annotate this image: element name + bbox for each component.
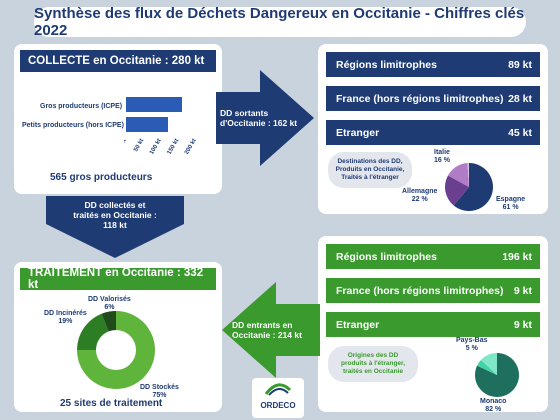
- sortants-pie: [445, 163, 493, 211]
- tick-label: 100 kt: [149, 138, 163, 154]
- pie-label-italie: Italie 16 %: [434, 149, 450, 164]
- donut-label-stockes: DD Stockés 75%: [140, 384, 179, 399]
- bar-0: [126, 97, 182, 112]
- slice-1: [477, 359, 497, 375]
- row-label: Etranger: [336, 318, 380, 331]
- tick-label: 0 kt: [124, 138, 128, 150]
- arrow-collectes: [46, 196, 184, 258]
- sortants-row-etranger: Etranger 45 kt: [326, 120, 540, 145]
- donut-label-valorises: DD Valorisés 6%: [88, 296, 131, 311]
- row-value: 9 kt: [513, 318, 532, 331]
- traitement-donut: [77, 311, 155, 389]
- row-value: 9 kt: [513, 284, 532, 297]
- entrants-row-france: France (hors régions limitrophes) 9 kt: [326, 278, 540, 303]
- sortants-row-regions: Régions limitrophes 89 kt: [326, 52, 540, 77]
- row-label: Etranger: [336, 126, 380, 139]
- row-value: 89 kt: [508, 58, 532, 71]
- arrow-entrants: [222, 282, 320, 378]
- row-value: 196 kt: [502, 250, 532, 263]
- entrants-pill: Origines des DD produits à l'étranger, t…: [328, 346, 418, 382]
- row-label: Régions limitrophes: [336, 58, 437, 71]
- row-label: Régions limitrophes: [336, 250, 437, 263]
- bar-1: [126, 117, 168, 132]
- pie-label-paysbas: Pays-Bas 5 %: [456, 337, 488, 352]
- sortants-row-france: France (hors régions limitrophes) 28 kt: [326, 86, 540, 111]
- bar-label-petits: Petits producteurs (hors ICPE): [22, 122, 124, 129]
- row-value: 45 kt: [508, 126, 532, 139]
- sortants-pill: Destinations des DD, Produits en Occitan…: [328, 152, 412, 188]
- arrow-sortants: [216, 70, 314, 166]
- tick-label: 200 kt: [184, 138, 198, 154]
- row-label: France (hors régions limitrophes): [336, 92, 504, 105]
- entrants-row-etranger: Etranger 9 kt: [326, 312, 540, 337]
- traitement-header: TRAITEMENT en Occitanie : 332 kt: [20, 267, 216, 291]
- pie-label-espagne: Espagne 61 %: [496, 196, 526, 211]
- entrants-row-regions: Régions limitrophes 196 kt: [326, 244, 540, 269]
- pie-label-monaco: Monaco 82 %: [480, 398, 507, 413]
- page-title: Synthèse des flux de Déchets Dangereux e…: [34, 5, 526, 39]
- slice-2: [447, 163, 469, 187]
- slice-0: [77, 311, 155, 389]
- slice-2: [101, 311, 116, 332]
- arrow-entrants-text: DD entrants en Occitanie : 214 kt: [232, 320, 302, 340]
- slice-3: [467, 163, 469, 187]
- ordeco-logo: ORDECO: [252, 378, 304, 418]
- arrow-sortants-text: DD sortants d'Occitanie : 162 kt: [220, 108, 298, 128]
- slice-0: [453, 163, 493, 211]
- tick-label: 150 kt: [167, 138, 181, 154]
- collecte-footer: 565 gros producteurs: [50, 172, 153, 183]
- logo-name: ORDECO: [260, 401, 296, 410]
- entrants-pie: [475, 353, 519, 397]
- donut-label-incineres: DD Incinérés 19%: [44, 310, 87, 325]
- collecte-header: COLLECTE en Occitanie : 280 kt: [20, 50, 216, 72]
- slice-1: [77, 313, 109, 350]
- bar-label-gros: Gros producteurs (ICPE): [40, 103, 123, 110]
- traitement-footer: 25 sites de traitement: [60, 398, 163, 409]
- tick-label: 50 kt: [133, 138, 145, 153]
- arrow-collectes-text: DD collectés et traités en Occitanie : 1…: [73, 200, 157, 230]
- logo-swirl-icon: [264, 383, 292, 396]
- row-value: 28 kt: [508, 92, 532, 105]
- row-label: France (hors régions limitrophes): [336, 284, 504, 297]
- slice-2: [480, 353, 497, 375]
- slice-1: [445, 175, 469, 206]
- pie-label-allemagne: Allemagne 22 %: [402, 188, 438, 203]
